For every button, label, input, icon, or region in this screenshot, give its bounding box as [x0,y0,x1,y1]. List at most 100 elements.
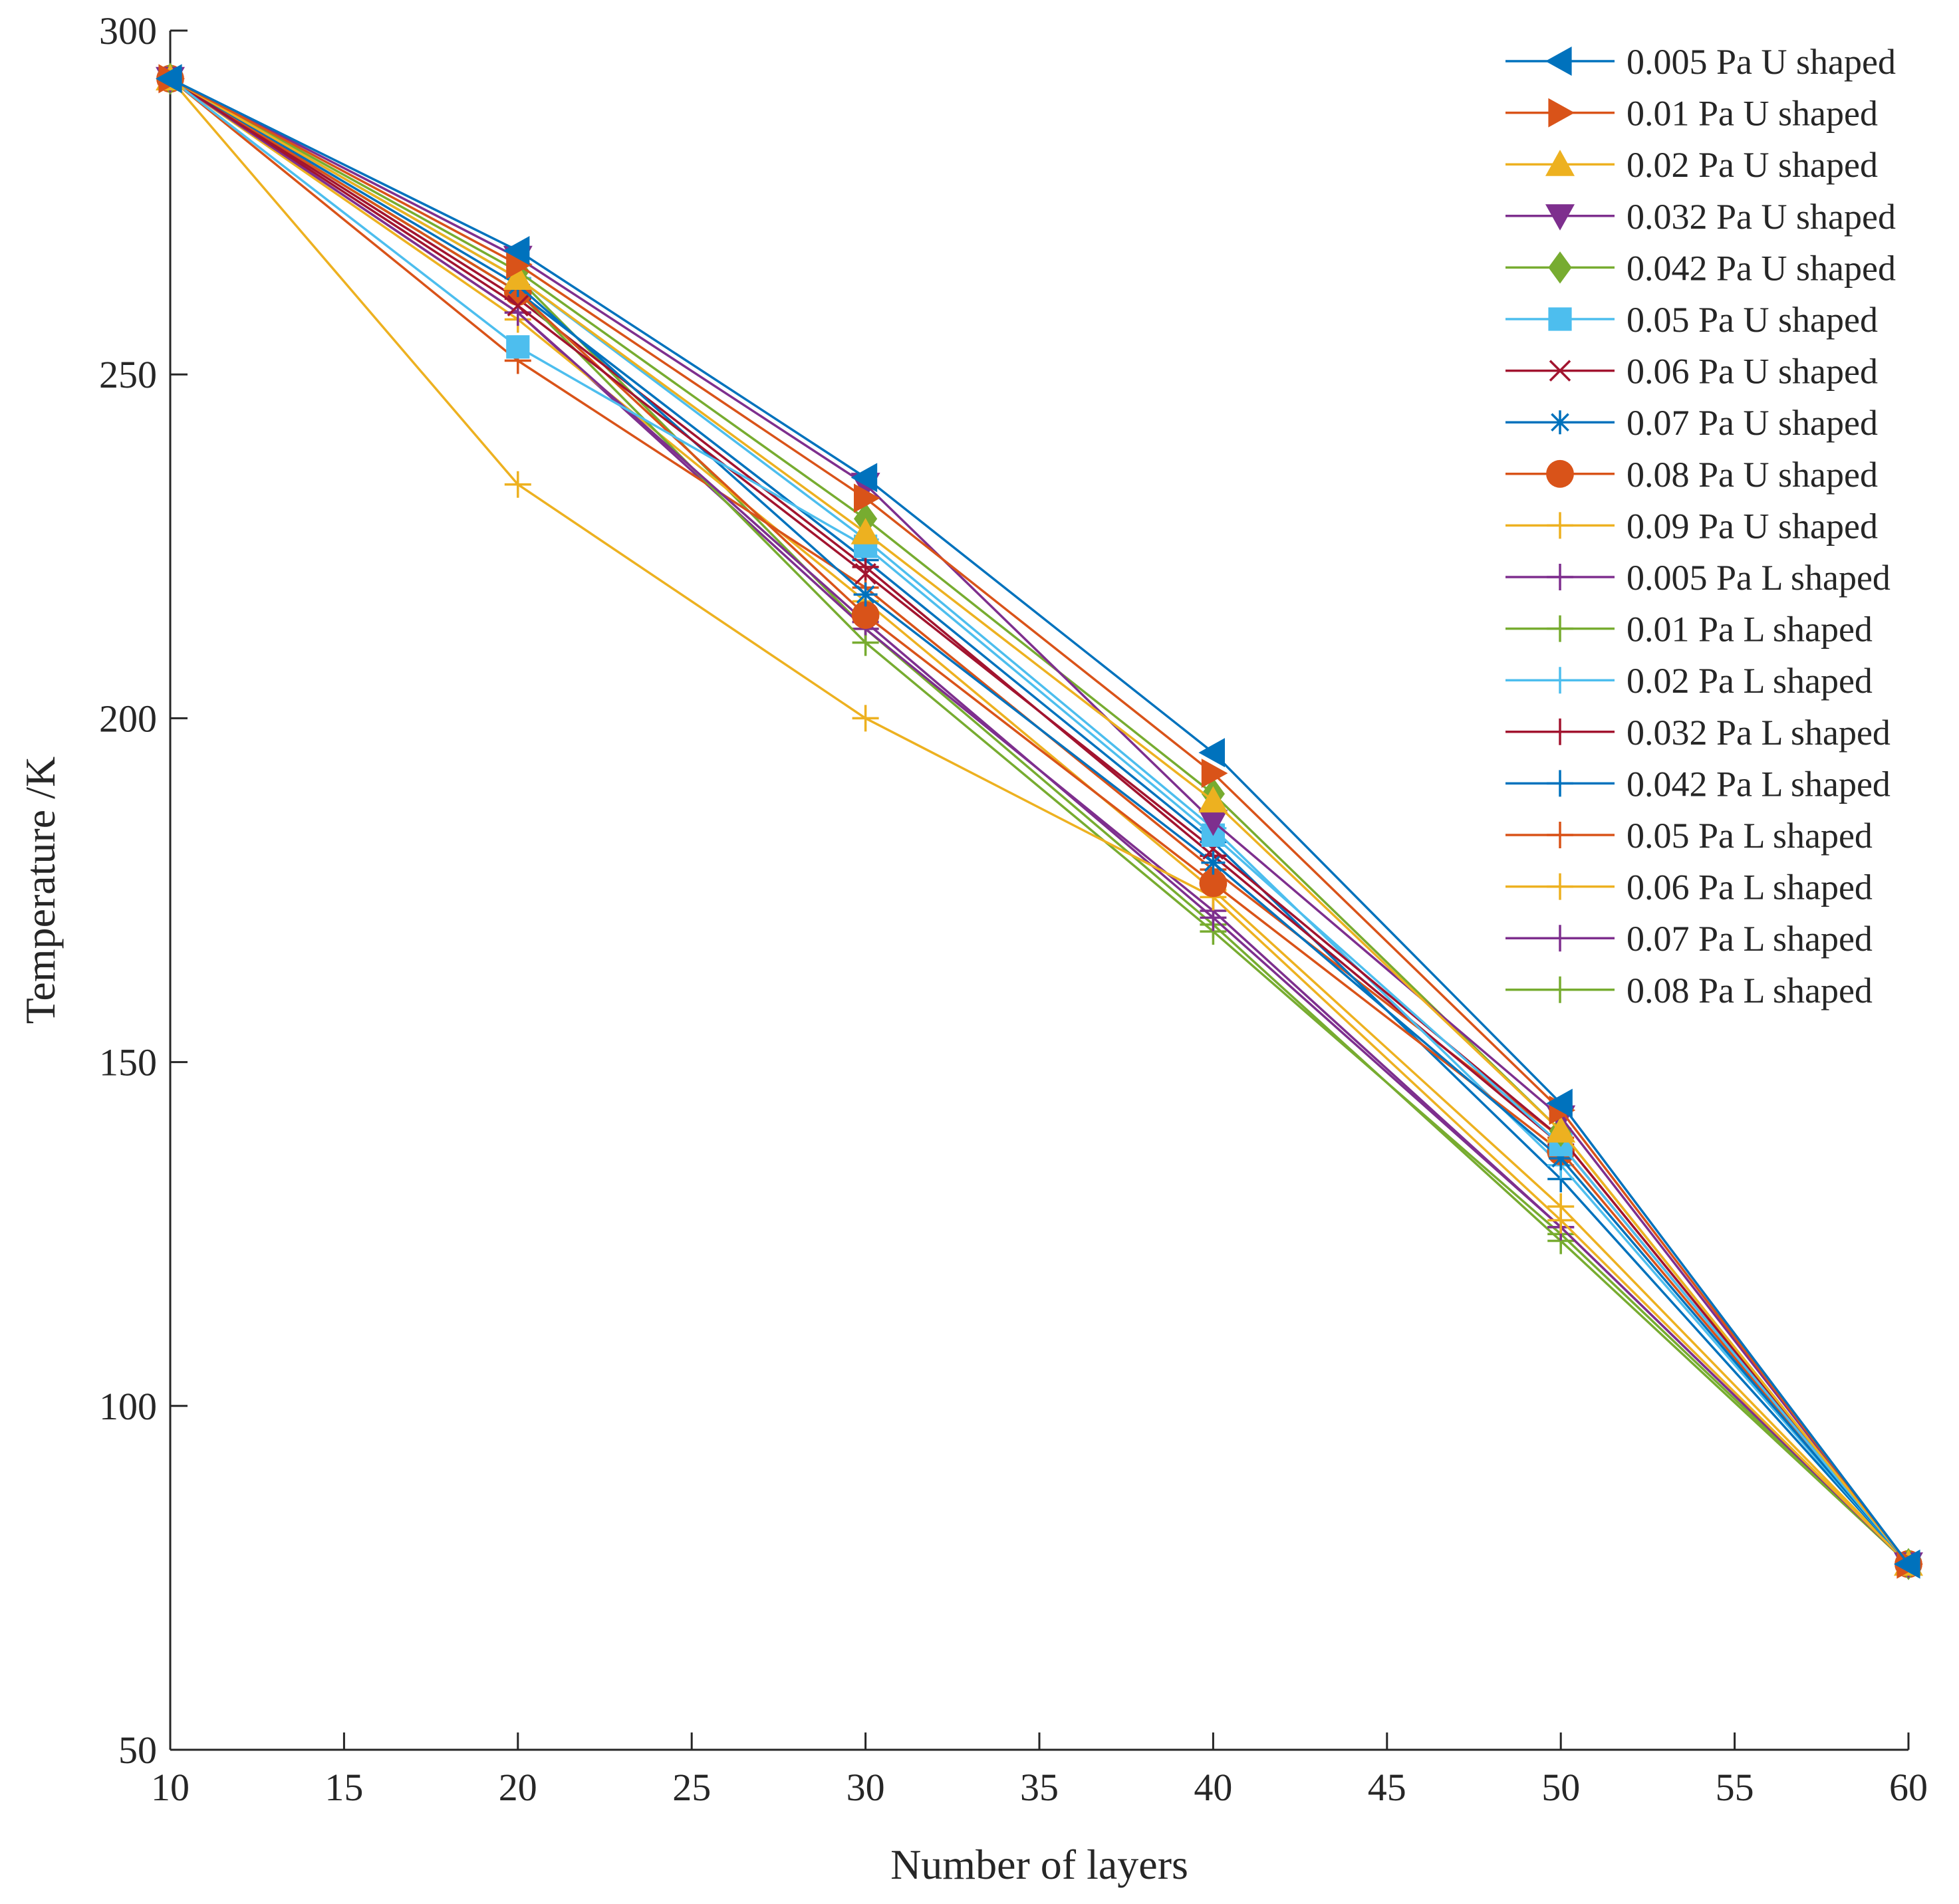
legend-marker [1548,251,1572,284]
data-point [156,64,182,94]
legend-marker [1547,718,1573,745]
data-point [1546,1088,1573,1118]
legend-marker [1547,667,1573,694]
series-line [170,77,1910,1565]
marker-circle [1546,459,1574,488]
marker-plus [504,471,531,498]
series-line [170,77,1910,1565]
x-tick-label: 40 [1194,1766,1232,1809]
legend-marker [1547,822,1573,848]
y-tick-label: 50 [118,1728,157,1772]
series-1 [156,64,1920,1579]
marker-triangle-left [1545,47,1572,76]
marker-plus [1547,822,1573,848]
series-line [170,77,1910,1565]
data-point [506,249,533,279]
data-point [1894,1549,1920,1579]
marker-x [507,295,529,316]
series-line [169,78,1910,1565]
data-point [851,601,880,630]
marker-triangle-up [850,518,880,544]
legend-marker [1547,873,1573,900]
legend-item: 0.01 Pa L shaped [1505,610,1873,650]
data-point [504,471,531,498]
series-line [170,77,1910,1565]
data-point [507,295,529,316]
legend-item: 0.07 Pa L shaped [1505,919,1873,959]
legend-marker [1548,410,1572,435]
marker-triangle-right [506,249,533,279]
legend-marker [1546,459,1574,488]
legend-item: 0.005 Pa U shaped [1505,42,1896,82]
legend-item: 0.05 Pa L shaped [1505,816,1873,856]
legend: 0.005 Pa U shaped 0.01 Pa U shaped 0.02 Pa… [1505,42,1896,1011]
legend-item: 0.005 Pa L shaped [1505,558,1891,598]
legend-label: 0.042 Pa L shaped [1627,764,1891,804]
data-point [1546,1116,1576,1143]
legend-label: 0.07 Pa L shaped [1627,919,1873,959]
series-line [170,77,1910,1565]
legend-item: 0.01 Pa U shaped [1505,94,1878,134]
marker-plus [1547,512,1573,539]
marker-plus [1547,564,1573,590]
marker-triangle-up [503,263,533,290]
series-line [170,77,1910,1565]
marker-plus [1547,770,1573,797]
legend-item: 0.07 Pa U shaped [1505,403,1878,443]
legend-label: 0.09 Pa U shaped [1627,506,1878,546]
marker-plus [1547,718,1573,745]
legend-label: 0.05 Pa L shaped [1627,816,1873,856]
marker-triangle-left [1198,738,1225,768]
marker-triangle-left [1546,1088,1573,1118]
x-tick-label: 50 [1541,1766,1580,1809]
legend-label: 0.01 Pa L shaped [1627,610,1873,650]
y-tick-label: 250 [99,353,157,396]
x-tick-label: 55 [1716,1766,1754,1809]
marker-triangle-down [1545,204,1575,231]
x-tick-label: 35 [1020,1766,1059,1809]
legend-label: 0.032 Pa L shaped [1627,713,1891,753]
legend-item: 0.032 Pa L shaped [1505,713,1891,753]
legend-label: 0.042 Pa U shaped [1627,248,1896,288]
data-point [1201,759,1228,788]
legend-item: 0.032 Pa U shaped [1505,197,1896,237]
legend-item: 0.09 Pa U shaped [1505,506,1878,546]
data-point [850,463,878,493]
legend-label: 0.08 Pa U shaped [1627,455,1878,495]
legend-marker [1548,307,1572,331]
marker-triangle-left [850,463,878,493]
marker-triangle-right [1548,98,1575,128]
marker-triangle-up [1198,786,1228,813]
marker-x [1549,360,1571,382]
legend-marker [1547,925,1573,952]
data-point [1199,869,1228,897]
data-point [1198,786,1228,813]
legend-marker [1547,615,1573,642]
axes: 10 15 20 25 30 35 40 45 50 55 60 50 100 150 200 250 300 N… [17,9,1928,1888]
series-line [170,77,1910,1565]
legend-marker [1545,204,1575,231]
x-tick-label: 45 [1368,1766,1406,1809]
data-point [1201,850,1226,875]
marker-circle [851,601,880,630]
marker-triangle-up [1545,150,1575,176]
marker-plus [1547,1207,1575,1234]
legend-item: 0.05 Pa U shaped [1505,300,1878,340]
data-point [1198,809,1228,836]
legend-item: 0.08 Pa L shaped [1505,971,1873,1011]
marker-triangle-right [854,483,880,513]
marker-circle [1199,869,1228,897]
data-point [854,483,880,513]
marker-asterisk [1549,1146,1573,1171]
legend-marker [1547,770,1573,797]
legend-item: 0.042 Pa L shaped [1505,764,1891,804]
y-tick-label: 200 [99,697,157,740]
legend-marker [1549,360,1571,382]
legend-label: 0.005 Pa U shaped [1627,42,1896,82]
marker-triangle-down [1198,809,1228,836]
marker-triangle-up [1546,1116,1576,1143]
legend-label: 0.06 Pa U shaped [1627,352,1878,392]
legend-label: 0.01 Pa U shaped [1627,94,1878,134]
